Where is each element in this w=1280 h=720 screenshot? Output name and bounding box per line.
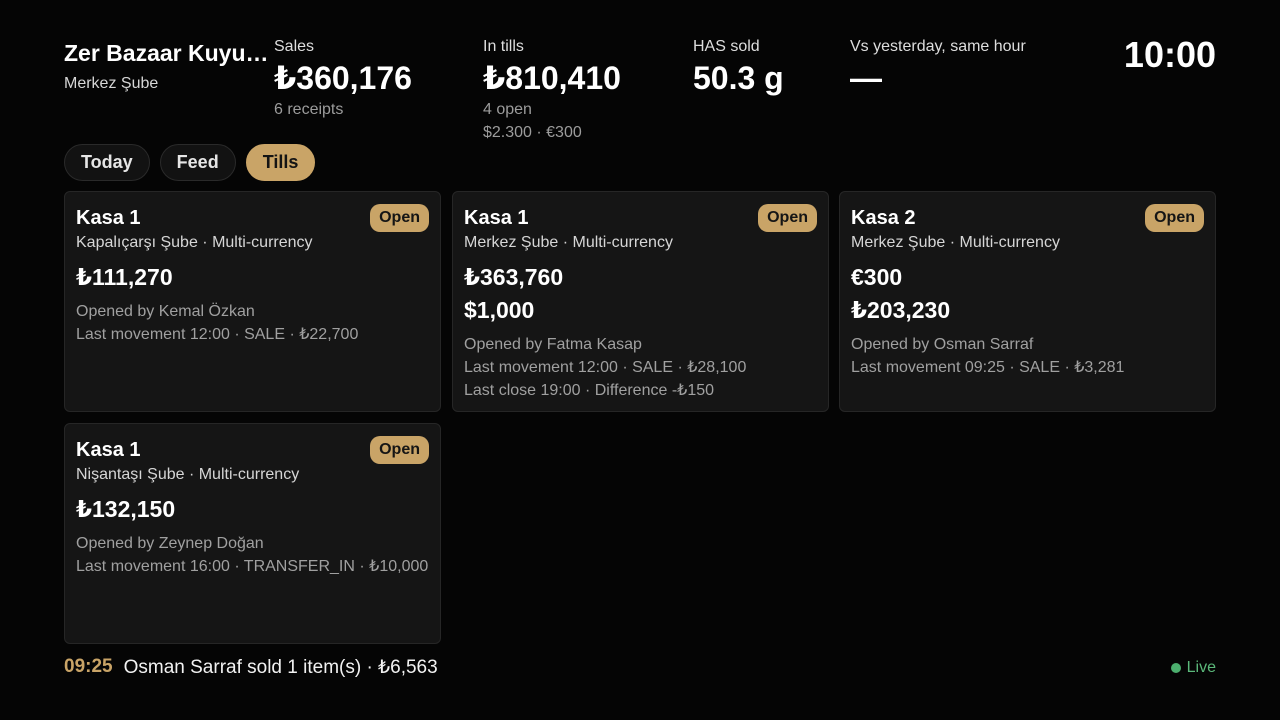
shop-header: Zer Bazaar Kuyumculuk Merkez Şube — [64, 40, 269, 93]
stat-has-sold-label: HAS sold — [693, 38, 760, 55]
live-dot-icon — [1170, 663, 1181, 673]
till-opened-by: Opened by Kemal Özkan — [76, 303, 255, 320]
till-amount: ₺203,230 — [851, 297, 951, 323]
stat-vs-yesterday: Vs yesterday, same hour — — [850, 38, 1026, 96]
activity-ticker: 09:25 Osman Sarraf sold 1 item(s) · ₺6,5… — [64, 656, 438, 679]
till-opened-by: Opened by Osman Sarraf — [851, 336, 1034, 353]
stat-vs-yesterday-value: — — [850, 60, 882, 96]
till-last-movement: Last movement 16:00 · TRANSFER_IN · ₺10,… — [76, 558, 429, 575]
till-last-movement: Last movement 12:00 · SALE · ₺28,100 — [464, 359, 747, 376]
clock: 10:00 — [1123, 34, 1216, 75]
till-amount: ₺132,150 — [76, 496, 176, 522]
till-amount: $1,000 — [464, 297, 535, 323]
stat-in-tills-label: In tills — [483, 38, 524, 55]
stat-sales: Sales ₺360,176 6 receipts — [274, 38, 412, 120]
till-subtitle: Merkez Şube · Multi-currency — [464, 234, 673, 251]
till-amount: ₺111,270 — [76, 264, 173, 290]
ticker-text: Osman Sarraf sold 1 item(s) · ₺6,563 — [123, 657, 438, 678]
status-badge: Open — [758, 204, 817, 232]
view-tabs: Today Feed Tills — [64, 144, 316, 181]
till-card[interactable]: Kasa 1 Open Nişantaşı Şube · Multi-curre… — [64, 423, 441, 644]
till-opened-by: Opened by Zeynep Doğan — [76, 535, 264, 552]
stat-in-tills: In tills ₺810,410 4 open $2.300 · €300 — [483, 38, 621, 143]
status-badge: Open — [370, 204, 429, 232]
stat-sales-value: ₺360,176 — [274, 60, 412, 96]
stat-sales-sub: 6 receipts — [274, 101, 344, 118]
till-subtitle: Nişantaşı Şube · Multi-currency — [76, 466, 300, 483]
till-title: Kasa 1 — [464, 207, 529, 229]
till-title: Kasa 1 — [76, 207, 141, 229]
status-badge: Open — [370, 436, 429, 464]
stat-in-tills-sub: 4 open — [483, 101, 532, 118]
tab-tills[interactable]: Tills — [245, 144, 316, 181]
tab-feed[interactable]: Feed — [159, 144, 236, 181]
till-card[interactable]: Kasa 1 Open Kapalıçarşı Şube · Multi-cur… — [64, 191, 441, 412]
till-title: Kasa 2 — [851, 207, 916, 229]
status-badge: Open — [1145, 204, 1204, 232]
stat-has-sold-value: 50.3 g — [693, 60, 784, 96]
till-card[interactable]: Kasa 1 Open Merkez Şube · Multi-currency… — [452, 191, 829, 412]
till-opened-by: Opened by Fatma Kasap — [464, 336, 642, 353]
till-last-close: Last close 19:00 · Difference -₺150 — [464, 382, 715, 399]
shop-branch: Merkez Şube — [64, 75, 159, 92]
till-subtitle: Merkez Şube · Multi-currency — [851, 234, 1060, 251]
till-amount: €300 — [851, 264, 903, 290]
till-subtitle: Kapalıçarşı Şube · Multi-currency — [76, 234, 313, 251]
shop-name: Zer Bazaar Kuyumculuk — [64, 40, 269, 66]
stat-sales-label: Sales — [274, 38, 315, 55]
ticker-time: 09:25 — [64, 656, 113, 677]
stat-in-tills-value: ₺810,410 — [483, 60, 621, 96]
tab-today[interactable]: Today — [64, 144, 150, 181]
till-title: Kasa 1 — [76, 439, 141, 461]
stat-has-sold: HAS sold 50.3 g — [693, 38, 784, 96]
till-amount: ₺363,760 — [464, 264, 564, 290]
till-card[interactable]: Kasa 2 Open Merkez Şube · Multi-currency… — [839, 191, 1216, 412]
stat-vs-yesterday-label: Vs yesterday, same hour — [850, 38, 1026, 55]
stat-in-tills-currencies: $2.300 · €300 — [483, 124, 582, 141]
live-label: Live — [1186, 659, 1216, 676]
live-indicator: Live — [1170, 659, 1216, 677]
till-last-movement: Last movement 09:25 · SALE · ₺3,281 — [851, 359, 1125, 376]
till-last-movement: Last movement 12:00 · SALE · ₺22,700 — [76, 326, 359, 343]
